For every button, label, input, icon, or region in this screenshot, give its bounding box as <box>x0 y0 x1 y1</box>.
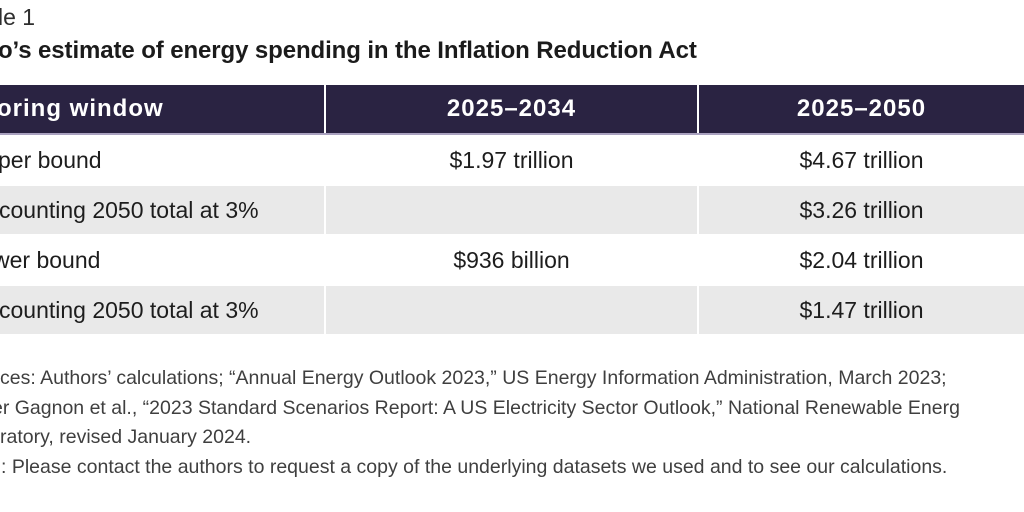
sources-line: ces: Authors’ calculations; “Annual Ener… <box>0 367 947 389</box>
column-header-2025-2050: 2025–2050 <box>699 85 1024 133</box>
value-2025-2050: $2.04 trillion <box>699 236 1024 284</box>
sources-line: er Gagnon et al., “2023 Standard Scenari… <box>0 396 960 419</box>
value-2025-2034: $936 billion <box>326 236 697 284</box>
value-2025-2034 <box>326 186 697 234</box>
energy-spending-table: oring window 2025–2034 2025–2050 per bou… <box>0 85 1024 336</box>
value-2025-2050: $4.67 trillion <box>699 136 1024 184</box>
table-title: o’s estimate of energy spending in the I… <box>0 37 697 64</box>
value-2025-2050: $3.26 trillion <box>699 186 1024 234</box>
value-2025-2034 <box>326 286 697 334</box>
row-label: counting 2050 total at 3% <box>0 186 324 234</box>
value-2025-2034: $1.97 trillion <box>326 136 697 184</box>
table-row-discounting-upper: counting 2050 total at 3% $3.26 trillion <box>0 186 1024 234</box>
table-number: le 1 <box>0 4 36 30</box>
column-header-2025-2034: 2025–2034 <box>326 85 697 133</box>
value-2025-2050: $1.47 trillion <box>699 286 1024 334</box>
table-row-discounting-lower: counting 2050 total at 3% $1.47 trillion <box>0 286 1024 334</box>
table-row-upper-bound: per bound $1.97 trillion $4.67 trillion <box>0 136 1024 184</box>
row-label: per bound <box>0 136 324 184</box>
sources-line: ratory, revised January 2024. <box>0 426 252 448</box>
table-header-row: oring window 2025–2034 2025–2050 <box>0 85 1024 135</box>
row-label: counting 2050 total at 3% <box>0 286 324 334</box>
note-line: : Please contact the authors to request … <box>1 455 948 478</box>
row-label: wer bound <box>0 236 324 284</box>
column-header-scoring-window: oring window <box>0 85 324 133</box>
table-footnotes: ces: Authors’ calculations; “Annual Ener… <box>0 364 1024 482</box>
table-row-lower-bound: wer bound $936 billion $2.04 trillion <box>0 236 1024 284</box>
